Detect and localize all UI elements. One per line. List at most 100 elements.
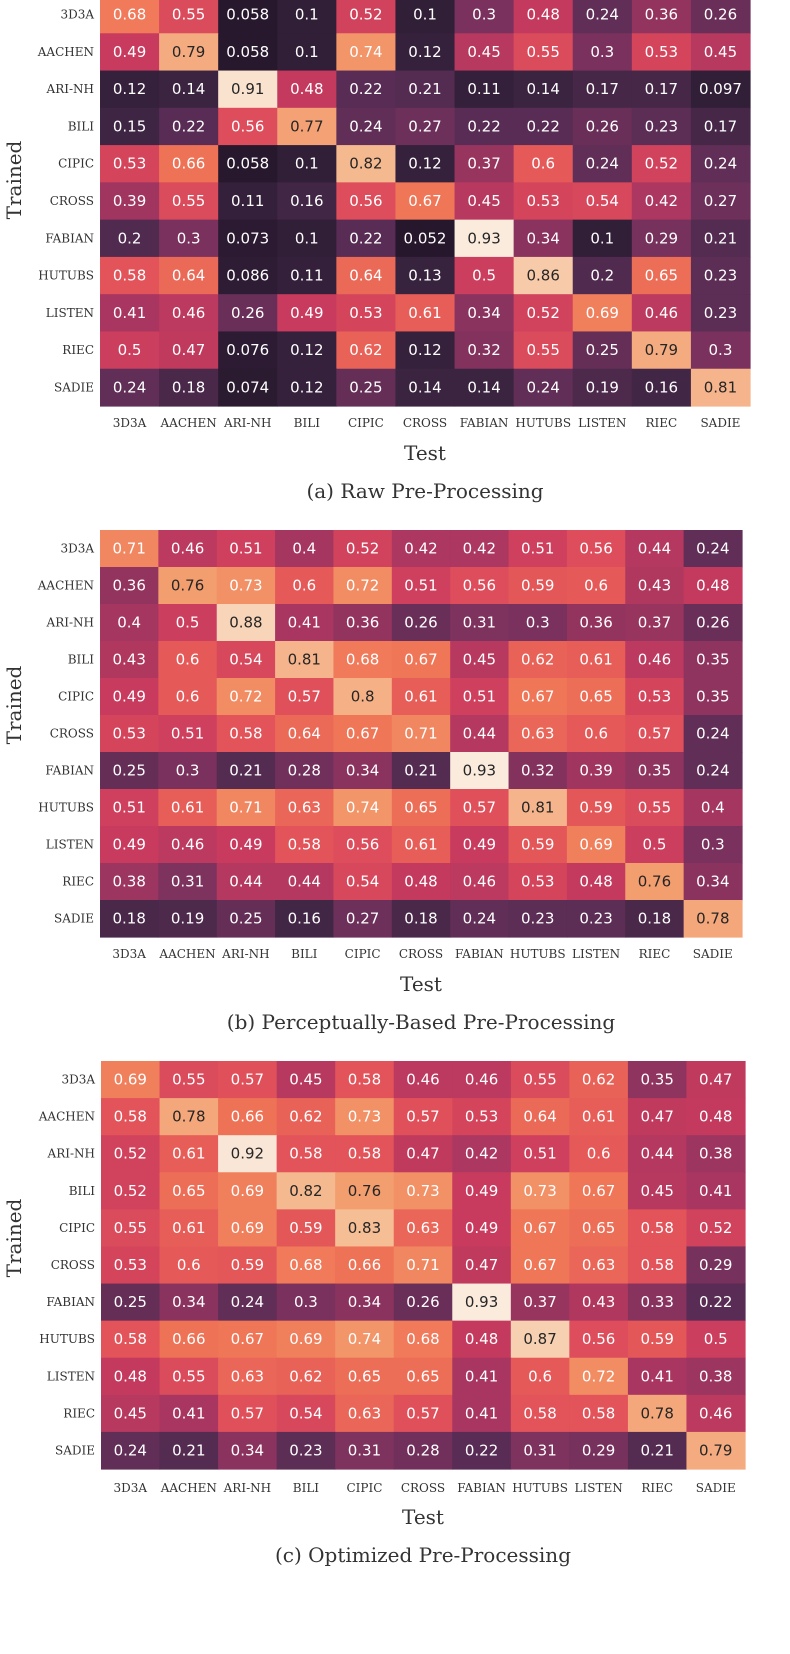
cell-value-label: 0.67 bbox=[523, 1256, 556, 1274]
cell-value-label: 0.28 bbox=[288, 762, 321, 780]
cell-value-label: 0.58 bbox=[640, 1256, 673, 1274]
heatmap-cell bbox=[335, 1320, 395, 1359]
y-tick-label: ARI-NH bbox=[47, 1147, 95, 1161]
heatmap-cell bbox=[395, 331, 456, 370]
cell-value-label: 0.23 bbox=[704, 267, 737, 285]
cell-value-label: 0.34 bbox=[231, 1441, 264, 1459]
cell-value-label: 0.63 bbox=[288, 799, 321, 817]
cell-value-label: 0.15 bbox=[113, 117, 146, 135]
heatmap-cell bbox=[393, 1135, 453, 1173]
heatmap-cell bbox=[569, 1246, 629, 1285]
cell-value-label: 0.49 bbox=[112, 836, 145, 854]
heatmap-cell bbox=[276, 1283, 336, 1322]
heatmap-cell bbox=[336, 368, 397, 407]
cell-value-label: 0.66 bbox=[172, 1330, 205, 1348]
heatmap-cell bbox=[510, 1283, 570, 1322]
cell-value-label: 0.6 bbox=[584, 725, 608, 743]
cell-value-label: 0.43 bbox=[638, 577, 671, 595]
heatmap-cell bbox=[513, 294, 574, 333]
cell-value-label: 0.22 bbox=[467, 117, 500, 135]
heatmap-cell bbox=[276, 1320, 336, 1359]
heatmap-cell bbox=[333, 567, 393, 605]
cell-value-label: 0.17 bbox=[586, 80, 619, 98]
heatmap-cell bbox=[216, 752, 276, 790]
cell-value-label: 0.22 bbox=[172, 117, 205, 135]
heatmap-cell bbox=[454, 368, 515, 407]
cell-value-label: 0.58 bbox=[114, 1108, 147, 1126]
heatmap-cell bbox=[627, 1135, 688, 1173]
cell-value-label: 0.44 bbox=[463, 725, 496, 743]
heatmap-cell bbox=[336, 0, 397, 34]
x-tick-label: LISTEN bbox=[578, 416, 626, 430]
cell-value-label: 0.6 bbox=[587, 1145, 611, 1163]
heatmap-cell bbox=[391, 641, 451, 679]
heatmap-cell bbox=[159, 256, 219, 295]
cell-value-label: 0.8 bbox=[351, 688, 375, 706]
heatmap-cell bbox=[627, 1283, 688, 1322]
cell-value-label: 0.24 bbox=[526, 378, 559, 396]
cell-value-label: 0.81 bbox=[521, 799, 554, 817]
heatmap-cell bbox=[454, 70, 515, 109]
heatmap-cell bbox=[158, 567, 218, 605]
cell-value-label: 0.53 bbox=[521, 873, 554, 891]
heatmap-cell bbox=[513, 70, 574, 109]
heatmap-cell bbox=[336, 145, 397, 183]
heatmap-panel-3: 0.69 0.55 0.57 0.45 0.58 0.46 0.46 0.55 0.62 0.35… bbox=[2, 1061, 746, 1567]
heatmap-cell bbox=[452, 1061, 512, 1099]
cell-value-label: 0.57 bbox=[231, 1071, 264, 1089]
heatmap-cell bbox=[218, 1135, 278, 1173]
y-tick-label: 3D3A bbox=[61, 1073, 95, 1087]
cell-value-label: 0.58 bbox=[113, 267, 146, 285]
y-tick-label: AACHEN bbox=[37, 45, 94, 59]
cell-value-label: 0.78 bbox=[640, 1404, 673, 1422]
cell-value-label: 0.27 bbox=[704, 192, 737, 210]
cell-value-label: 0.56 bbox=[346, 836, 379, 854]
cell-value-label: 0.93 bbox=[465, 1293, 498, 1311]
cell-value-label: 0.46 bbox=[699, 1404, 732, 1422]
heatmap-cell bbox=[450, 752, 510, 790]
x-tick-label: 3D3A bbox=[113, 416, 147, 430]
cell-value-label: 0.52 bbox=[114, 1182, 147, 1200]
x-tick-label: RIEC bbox=[639, 947, 671, 961]
heatmap-cell bbox=[510, 1135, 570, 1173]
heatmap-cell bbox=[393, 1283, 453, 1322]
heatmap-cell bbox=[510, 1061, 570, 1099]
cell-value-label: 0.61 bbox=[404, 836, 437, 854]
x-tick-label: ARI-NH bbox=[223, 1481, 271, 1495]
y-tick-label: AACHEN bbox=[37, 579, 94, 593]
heatmap-cell bbox=[631, 145, 692, 183]
cell-value-label: 0.24 bbox=[586, 155, 619, 173]
cell-value-label: 0.21 bbox=[408, 80, 441, 98]
cell-value-label: 0.73 bbox=[348, 1108, 381, 1126]
heatmap-cell bbox=[100, 368, 160, 407]
heatmap-cell bbox=[100, 530, 159, 568]
heatmap-cell bbox=[100, 678, 159, 716]
heatmap-cell bbox=[159, 107, 219, 146]
cell-value-label: 0.87 bbox=[523, 1330, 556, 1348]
cell-value-label: 0.24 bbox=[114, 1441, 147, 1459]
cell-value-label: 0.23 bbox=[704, 304, 737, 322]
heatmap-cell bbox=[335, 1209, 395, 1248]
heatmap-cell bbox=[276, 1172, 336, 1210]
cell-value-label: 0.65 bbox=[348, 1367, 381, 1385]
heatmap-cell bbox=[100, 182, 160, 221]
cell-value-label: 0.48 bbox=[579, 873, 612, 891]
x-tick-label: CIPIC bbox=[348, 416, 384, 430]
heatmap-cell bbox=[690, 33, 751, 72]
panel-caption: (a) Raw Pre-Processing bbox=[306, 479, 543, 503]
cell-value-label: 0.61 bbox=[171, 799, 204, 817]
heatmap-cell bbox=[101, 1320, 161, 1359]
cell-value-label: 0.074 bbox=[226, 378, 269, 396]
y-tick-label: BILI bbox=[68, 653, 95, 667]
y-tick-label: FABIAN bbox=[45, 764, 94, 778]
heatmap-cell bbox=[513, 256, 574, 295]
cell-value-label: 0.72 bbox=[346, 577, 379, 595]
heatmap-cell bbox=[631, 182, 692, 221]
heatmap-cell bbox=[100, 900, 159, 938]
heatmap-cell bbox=[683, 641, 743, 679]
heatmap-cell bbox=[333, 715, 393, 753]
heatmap-cell bbox=[513, 331, 574, 370]
heatmap-cell bbox=[450, 678, 510, 716]
cell-value-label: 0.68 bbox=[406, 1330, 439, 1348]
heatmap-cell bbox=[683, 789, 743, 827]
